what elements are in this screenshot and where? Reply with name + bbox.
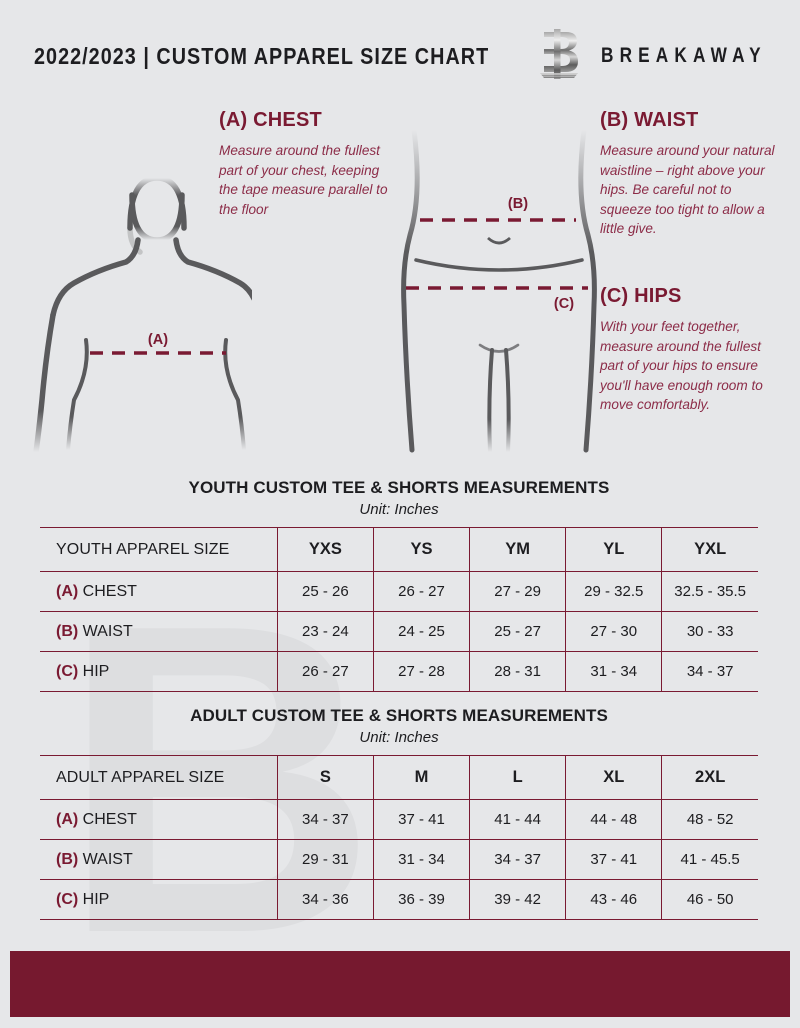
youth-cell-2-2: 28 - 31 [469, 651, 566, 692]
adult-measurements-section: ADULT CUSTOM TEE & SHORTS MEASUREMENTS U… [40, 706, 758, 920]
adult-cell-2-0: 34 - 36 [276, 879, 374, 920]
adult-cell-1-0: 29 - 31 [276, 839, 374, 880]
youth-cell-1-0: 23 - 24 [276, 611, 374, 652]
youth-cell-0-2: 27 - 29 [469, 571, 566, 612]
adult-cell-2-4: 46 - 50 [661, 879, 758, 920]
adult-table-unit: Unit: Inches [359, 729, 439, 746]
adult-size-col-3: XL [565, 755, 662, 800]
youth-size-col-1: YS [372, 527, 470, 572]
callout-chest-body: Measure around the fullest part of your … [219, 143, 388, 217]
callout-chest: (A) CHEST Measure around the fullest par… [219, 109, 391, 219]
callout-chest-title: (A) CHEST [219, 109, 322, 131]
navel-detail [487, 236, 511, 245]
adult-row-1-tag: (B) [56, 850, 79, 868]
callout-hips: (C) HIPS With your feet together, measur… [600, 285, 778, 415]
table-row: (B) WAIST 23 - 24 24 - 25 25 - 27 27 - 3… [40, 611, 758, 652]
youth-cell-2-0: 26 - 27 [276, 651, 374, 692]
youth-cell-2-1: 27 - 28 [372, 651, 470, 692]
youth-row-0-label: (A) CHEST [40, 571, 278, 612]
youth-row-2-label: (C) HIP [40, 651, 278, 692]
youth-size-col-2: YM [469, 527, 566, 572]
adult-cell-2-3: 43 - 46 [565, 879, 662, 920]
youth-cell-1-2: 25 - 27 [469, 611, 566, 652]
adult-row-0-label: (A) CHEST [40, 799, 278, 840]
callout-hips-title: (C) HIPS [600, 285, 682, 307]
adult-size-col-1: M [372, 755, 470, 800]
youth-header-label: YOUTH APPAREL SIZE [40, 527, 278, 572]
adult-cell-0-0: 34 - 37 [276, 799, 374, 840]
adult-row-1-name: WAIST [82, 850, 133, 868]
adult-row-2-name: HIP [82, 890, 110, 908]
table-row: (C) HIP 26 - 27 27 - 28 28 - 31 31 - 34 … [40, 651, 758, 692]
youth-cell-2-3: 31 - 34 [565, 651, 662, 692]
adult-cell-1-3: 37 - 41 [565, 839, 662, 880]
youth-size-table: YOUTH APPAREL SIZE YXS YS YM YL YXL (A) … [40, 527, 758, 692]
adult-row-0-name: CHEST [82, 810, 137, 828]
youth-cell-1-1: 24 - 25 [372, 611, 470, 652]
adult-row-2-tag: (C) [56, 890, 79, 908]
breakaway-b-logo-icon [540, 29, 578, 79]
adult-row-1-label: (B) WAIST [40, 839, 278, 880]
callout-waist-body: Measure around your natural waistline – … [600, 143, 775, 237]
youth-cell-0-1: 26 - 27 [372, 571, 470, 612]
youth-cell-0-0: 25 - 26 [276, 571, 374, 612]
adult-cell-0-3: 44 - 48 [565, 799, 662, 840]
brand-wordmark: BREAKAWAY [601, 44, 767, 67]
table-row: (B) WAIST 29 - 31 31 - 34 34 - 37 37 - 4… [40, 839, 758, 880]
footer-accent-bar [10, 951, 790, 1017]
hips-marker-label: (C) [554, 296, 574, 312]
adult-size-table: ADULT APPAREL SIZE S M L XL 2XL (A) CHES… [40, 755, 758, 920]
youth-row-1-name: WAIST [82, 622, 133, 640]
table-row: (C) HIP 34 - 36 36 - 39 39 - 42 43 - 46 … [40, 879, 758, 920]
chest-marker-label: (A) [148, 332, 168, 348]
youth-size-col-3: YL [565, 527, 662, 572]
callout-hips-body: With your feet together, measure around … [600, 319, 763, 413]
adult-size-col-0: S [276, 755, 374, 800]
youth-size-col-4: YXL [661, 527, 758, 572]
page-title: 2022/2023 | CUSTOM APPAREL SIZE CHART [34, 42, 490, 69]
youth-cell-1-4: 30 - 33 [661, 611, 758, 652]
youth-row-0-name: CHEST [82, 582, 137, 600]
adult-cell-2-1: 36 - 39 [372, 879, 470, 920]
youth-row-2-tag: (C) [56, 662, 79, 680]
youth-row-1-tag: (B) [56, 622, 79, 640]
adult-cell-0-4: 48 - 52 [661, 799, 758, 840]
youth-cell-0-4: 32.5 - 35.5 [661, 571, 758, 612]
youth-table-header-row: YOUTH APPAREL SIZE YXS YS YM YL YXL [40, 527, 758, 572]
adult-cell-0-1: 37 - 41 [372, 799, 470, 840]
page-header: 2022/2023 | CUSTOM APPAREL SIZE CHART [0, 32, 800, 80]
adult-table-title: ADULT CUSTOM TEE & SHORTS MEASUREMENTS [190, 706, 608, 725]
upper-body-figure: (A) [33, 175, 252, 455]
callout-waist: (B) WAIST Measure around your natural wa… [600, 109, 776, 239]
youth-row-0-tag: (A) [56, 582, 79, 600]
waist-marker-label: (B) [508, 196, 528, 212]
youth-row-2-name: HIP [82, 662, 110, 680]
youth-table-unit: Unit: Inches [359, 501, 439, 518]
youth-cell-2-4: 34 - 37 [661, 651, 758, 692]
youth-size-col-0: YXS [276, 527, 374, 572]
youth-table-title: YOUTH CUSTOM TEE & SHORTS MEASUREMENTS [188, 478, 610, 497]
youth-row-1-label: (B) WAIST [40, 611, 278, 652]
adult-cell-1-4: 41 - 45.5 [661, 839, 758, 880]
youth-cell-1-3: 27 - 30 [565, 611, 662, 652]
callout-waist-title: (B) WAIST [600, 109, 699, 131]
adult-row-0-tag: (A) [56, 810, 79, 828]
adult-header-label: ADULT APPAREL SIZE [40, 755, 278, 800]
table-row: (A) CHEST 25 - 26 26 - 27 27 - 29 29 - 3… [40, 571, 758, 612]
youth-measurements-section: YOUTH CUSTOM TEE & SHORTS MEASUREMENTS U… [40, 478, 758, 692]
adult-cell-2-2: 39 - 42 [469, 879, 566, 920]
youth-cell-0-3: 29 - 32.5 [565, 571, 662, 612]
adult-row-2-label: (C) HIP [40, 879, 278, 920]
table-row: (A) CHEST 34 - 37 37 - 41 41 - 44 44 - 4… [40, 799, 758, 840]
adult-size-col-4: 2XL [661, 755, 758, 800]
adult-cell-1-2: 34 - 37 [469, 839, 566, 880]
adult-cell-1-1: 31 - 34 [372, 839, 470, 880]
adult-table-header-row: ADULT APPAREL SIZE S M L XL 2XL [40, 755, 758, 800]
lower-body-figure: (B) (C) [401, 127, 597, 454]
adult-size-col-2: L [469, 755, 566, 800]
adult-cell-0-2: 41 - 44 [469, 799, 566, 840]
